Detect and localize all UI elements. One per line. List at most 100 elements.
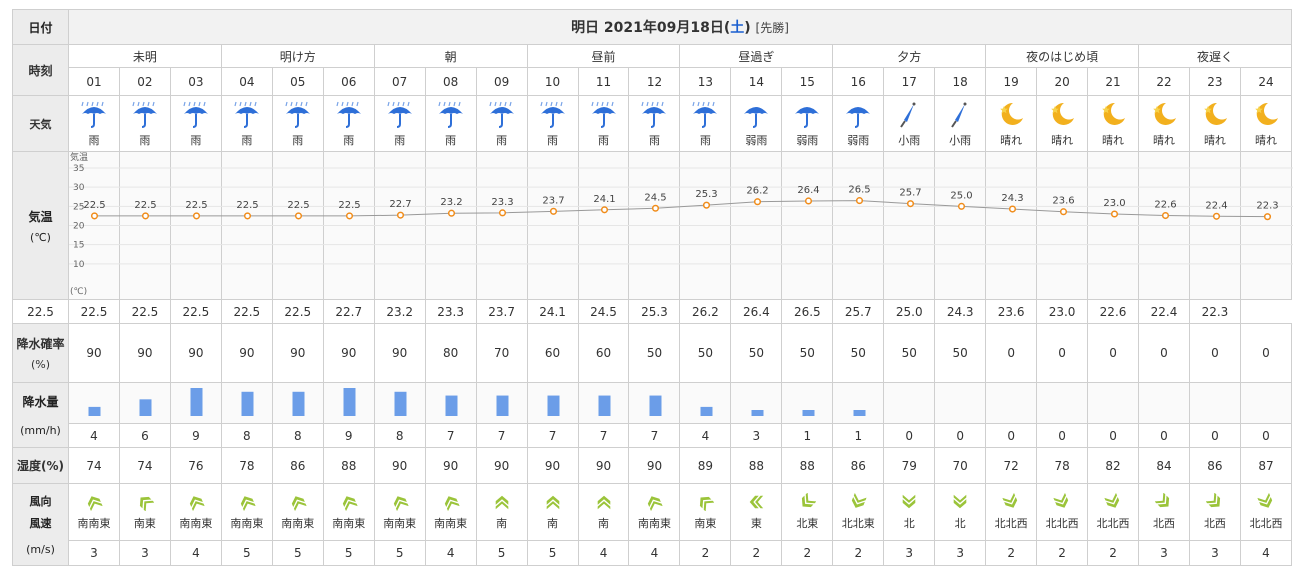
rain-bar-02 bbox=[139, 399, 152, 416]
moon-star-icon bbox=[1102, 102, 1126, 125]
wind-arrow-icon bbox=[1205, 493, 1221, 508]
wind-direction-text: 北北西 bbox=[1249, 517, 1283, 530]
wind-cell-15: 北東 bbox=[781, 483, 834, 541]
rain-bar-03 bbox=[190, 388, 203, 416]
wind-arrow-icon bbox=[291, 496, 307, 511]
umbrella-rain-icon bbox=[438, 101, 463, 128]
wind-direction-text: 南東 bbox=[133, 517, 156, 530]
temperature-data-label-20: 23.6 bbox=[1052, 196, 1074, 207]
wind-arrow-icon bbox=[189, 496, 205, 511]
wind-speed-08: 4 bbox=[424, 540, 477, 566]
weather-text: 晴れ bbox=[1203, 133, 1226, 147]
rain-bar-cell-09 bbox=[475, 382, 528, 424]
temperature-point-07 bbox=[396, 211, 405, 219]
wind-direction-text: 南南東 bbox=[230, 517, 264, 530]
weather-cell-24: 晴れ bbox=[1239, 95, 1293, 152]
rain-bar-cell-07 bbox=[373, 382, 426, 424]
temperature-line bbox=[94, 200, 1268, 218]
period-2: 朝 bbox=[373, 44, 528, 68]
wind-arrow-icon bbox=[1257, 493, 1273, 508]
weather-cell-01: 雨 bbox=[68, 95, 120, 152]
wind-cell-16: 北北東 bbox=[832, 483, 885, 541]
weather-cell-18: 小雨 bbox=[934, 95, 987, 152]
temp-value-24: 22.3 bbox=[1188, 299, 1241, 324]
temperature-point-18 bbox=[957, 202, 966, 210]
temperature-data-label-05: 22.5 bbox=[287, 200, 309, 211]
weather-cell-02: 雨 bbox=[118, 95, 171, 152]
umbrella-rain-icon bbox=[183, 101, 208, 128]
temp-value-01: 22.5 bbox=[12, 299, 69, 324]
wind-arrow-icon bbox=[87, 496, 103, 511]
precip-prob-02: 90 bbox=[118, 323, 171, 383]
hour-01: 01 bbox=[68, 67, 120, 96]
temperature-point-17 bbox=[906, 200, 915, 208]
temperature-data-label-22: 22.6 bbox=[1154, 200, 1176, 211]
date-label: 日付 bbox=[12, 9, 69, 45]
weather-cell-14: 弱雨 bbox=[730, 95, 783, 152]
weather-cell-13: 雨 bbox=[679, 95, 732, 152]
wind-arrow-icon bbox=[342, 496, 358, 511]
rain-value-17: 0 bbox=[883, 423, 936, 448]
humidity-19: 72 bbox=[985, 447, 1038, 484]
hour-24: 24 bbox=[1239, 67, 1293, 96]
weather-text: 晴れ bbox=[1254, 133, 1277, 147]
wind-cell-13: 南東 bbox=[679, 483, 732, 541]
humidity-22: 84 bbox=[1138, 447, 1190, 484]
rain-bar-cell-20 bbox=[1036, 382, 1089, 424]
moon-star-icon bbox=[1204, 102, 1227, 125]
y-tick-label: 35 bbox=[73, 164, 84, 174]
wind-direction-text: 北 bbox=[954, 517, 966, 530]
wind-direction-text: 北 bbox=[903, 517, 915, 530]
rain-value-07: 8 bbox=[373, 423, 426, 448]
wind-arrow-icon bbox=[852, 493, 867, 508]
umbrella-rain-icon bbox=[539, 101, 565, 128]
temp-value-03: 22.5 bbox=[118, 299, 171, 324]
wind-speed-10: 5 bbox=[526, 540, 579, 566]
rain-value-18: 0 bbox=[934, 423, 987, 448]
temperature-data-label-13: 25.3 bbox=[695, 189, 717, 200]
wind-direction-text: 北北西 bbox=[1045, 517, 1079, 530]
wind-speed-15: 2 bbox=[781, 540, 834, 566]
temperature-point-24 bbox=[1263, 213, 1272, 221]
wind-arrow-icon bbox=[597, 495, 610, 510]
wind-cell-07: 南南東 bbox=[373, 483, 426, 541]
temperature-point-15 bbox=[804, 197, 813, 205]
weather-cell-15: 弱雨 bbox=[781, 95, 834, 152]
period-4: 昼過ぎ bbox=[679, 44, 834, 68]
wind-cell-08: 南南東 bbox=[424, 483, 477, 541]
rain-bar-01 bbox=[88, 406, 101, 416]
wind-label: 風向 風速 (m/s) bbox=[12, 483, 69, 566]
rain-bar-04 bbox=[241, 391, 254, 416]
temperature-data-label-17: 25.7 bbox=[899, 188, 921, 199]
weather-cell-09: 雨 bbox=[475, 95, 528, 152]
umbrella-icon bbox=[744, 106, 769, 128]
humidity-05: 86 bbox=[271, 447, 324, 484]
period-5: 夕方 bbox=[832, 44, 987, 68]
wind-speed-04: 5 bbox=[220, 540, 273, 566]
rain-bar-11 bbox=[598, 395, 611, 416]
wind-direction-text: 南南東 bbox=[332, 517, 366, 530]
precip-prob-06: 90 bbox=[322, 323, 375, 383]
temp-value-14: 26.2 bbox=[679, 299, 732, 324]
wind-cell-12: 南南東 bbox=[628, 483, 681, 541]
wind-direction-text: 南南東 bbox=[637, 517, 671, 530]
precip-prob-16: 50 bbox=[832, 323, 885, 383]
humidity-08: 90 bbox=[424, 447, 477, 484]
wind-cell-23: 北西 bbox=[1188, 483, 1241, 541]
hour-06: 06 bbox=[322, 67, 375, 96]
umbrella-rain-icon bbox=[641, 101, 667, 128]
temp-value-07: 22.7 bbox=[322, 299, 375, 324]
weather-cell-16: 弱雨 bbox=[832, 95, 885, 152]
rain-bar-05 bbox=[292, 391, 305, 416]
temperature-label: 気温 (℃) bbox=[12, 151, 69, 300]
wind-speed-16: 2 bbox=[832, 540, 885, 566]
wind-cell-20: 北北西 bbox=[1036, 483, 1089, 541]
wind-cell-04: 南南東 bbox=[220, 483, 273, 541]
temp-value-02: 22.5 bbox=[68, 299, 120, 324]
hour-14: 14 bbox=[730, 67, 783, 96]
rain-bar-cell-22 bbox=[1138, 382, 1190, 424]
temperature-data-label-10: 23.7 bbox=[542, 195, 564, 206]
wind-cell-02: 南東 bbox=[118, 483, 171, 541]
wind-arrow-icon bbox=[1104, 493, 1120, 508]
y-tick-label: 15 bbox=[73, 241, 84, 251]
